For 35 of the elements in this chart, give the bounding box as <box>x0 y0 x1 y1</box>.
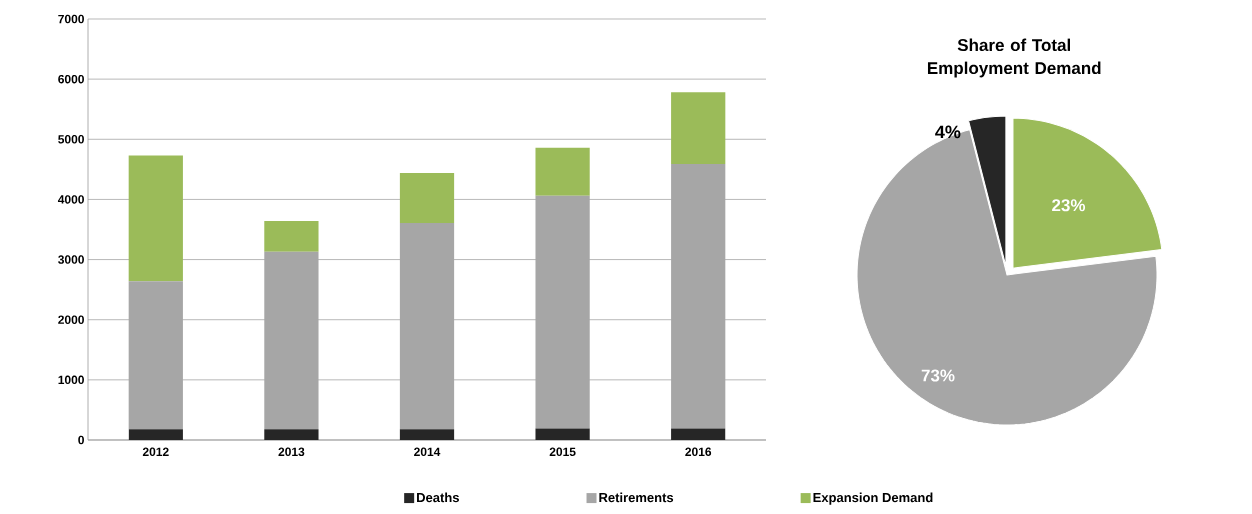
bar <box>535 147 590 196</box>
chart-title: Share of Total Employment Demand <box>927 38 1101 78</box>
bar <box>535 195 590 429</box>
y-tick-label: 7000 <box>58 14 84 24</box>
legend-label: Retirements <box>599 492 674 503</box>
y-tick-label: 3000 <box>58 255 84 264</box>
y-tick-label: 6000 <box>58 74 84 84</box>
bar <box>128 281 183 430</box>
bar <box>399 222 455 430</box>
bar <box>264 221 319 252</box>
data-label: 23% <box>1052 199 1086 212</box>
x-tick-label: 2015 <box>549 447 576 457</box>
legend-label: Deaths <box>417 492 459 503</box>
y-tick-label: 0 <box>78 435 84 445</box>
bar <box>671 428 726 440</box>
bar <box>264 251 319 430</box>
legend-label: Expansion Demand <box>813 492 933 505</box>
bar <box>535 428 590 440</box>
x-tick-label: 2012 <box>142 447 169 457</box>
y-tick-label: 5000 <box>58 135 84 144</box>
bar <box>671 163 726 429</box>
y-tick-label: 2000 <box>58 315 84 324</box>
data-label: 4% <box>935 125 961 139</box>
bar <box>128 155 183 282</box>
x-tick-label: 2013 <box>278 447 305 457</box>
x-tick-label: 2014 <box>414 447 441 457</box>
y-tick-label: 1000 <box>58 375 84 385</box>
bar <box>399 429 455 440</box>
bar <box>128 429 183 440</box>
y-tick-label: 4000 <box>57 195 84 204</box>
data-label: 73% <box>921 369 955 382</box>
bar <box>399 172 455 223</box>
bar <box>671 92 726 164</box>
x-tick-label: 2016 <box>685 447 712 457</box>
bar <box>264 429 319 440</box>
